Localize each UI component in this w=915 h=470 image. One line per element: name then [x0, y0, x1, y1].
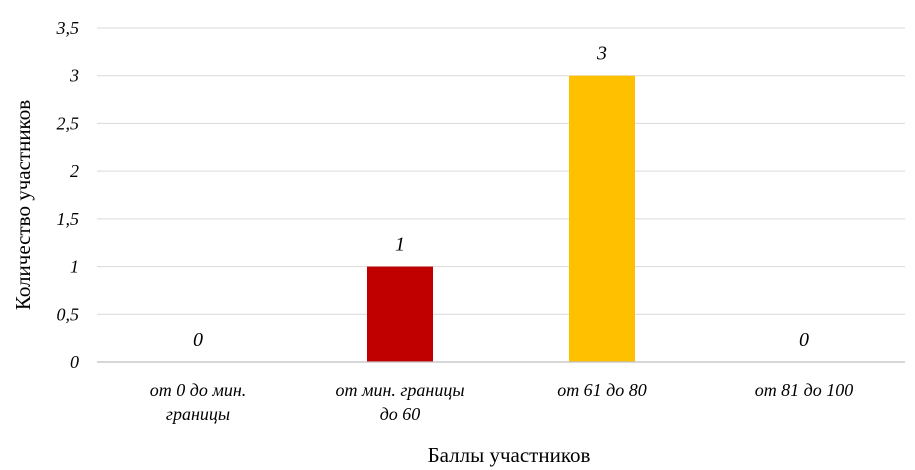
bars	[367, 75, 635, 362]
y-tick-label: 1	[70, 257, 79, 277]
x-category-label: от 81 до 100	[755, 380, 854, 400]
y-tick-label: 1,5	[57, 209, 80, 229]
bar	[569, 75, 635, 362]
x-category-label: от 61 до 80	[557, 380, 647, 400]
data-label: 0	[799, 329, 809, 351]
bar	[367, 266, 433, 362]
x-axis-categories: от 0 до мин. границы от мин. границы до 60 о…	[150, 380, 854, 424]
y-tick-label: 2	[70, 161, 79, 181]
y-tick-label: 2,5	[57, 113, 80, 133]
y-tick-label: 3,5	[56, 18, 80, 38]
data-labels: 0 1 3 0	[193, 43, 809, 351]
data-label: 1	[395, 234, 405, 256]
y-tick-label: 0	[70, 352, 79, 372]
gridlines	[97, 27, 905, 315]
y-tick-label: 0,5	[57, 304, 80, 324]
y-axis-title: Количество участников	[11, 100, 35, 310]
x-axis-title: Баллы участников	[428, 443, 591, 467]
x-category-label: от 0 до мин. границы	[150, 380, 247, 424]
y-tick-label: 3	[69, 66, 79, 86]
data-label: 0	[193, 329, 203, 351]
y-axis-ticks: 0 0,5 1 1,5 2 2,5 3 3,5	[56, 18, 80, 372]
x-category-label: от мин. границы до 60	[335, 380, 464, 424]
data-label: 3	[596, 43, 607, 65]
